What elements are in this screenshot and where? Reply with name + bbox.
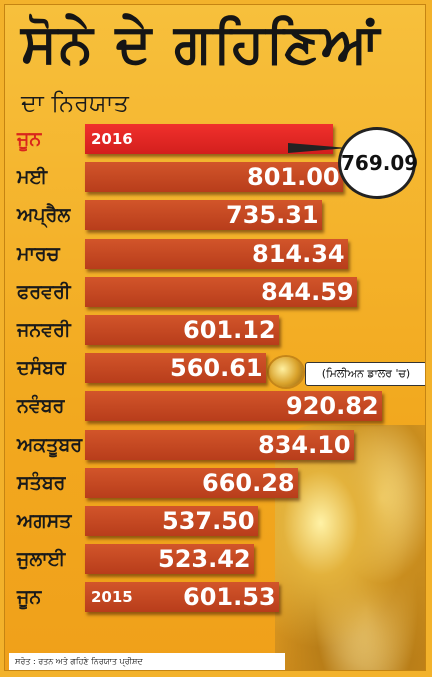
- bar-value-label: 834.10: [258, 431, 351, 459]
- category-label: ਫਰਵਰੀ: [17, 281, 71, 303]
- category-label: ਸਤੰਬਰ: [17, 472, 66, 494]
- bar: [85, 430, 354, 460]
- bar-value-label: 601.53: [183, 583, 276, 611]
- bar-value-label: 844.59: [261, 278, 354, 306]
- bar-value-label: 560.61: [170, 354, 263, 382]
- unit-note: (ਮਿਲੀਅਨ ਡਾਲਰ 'ਚ): [305, 362, 425, 386]
- callout-pointer: [288, 143, 348, 153]
- category-label: ਮਈ: [17, 166, 48, 188]
- bar-value-label: 735.31: [226, 201, 319, 229]
- category-label: ਦਸੰਬਰ: [17, 357, 66, 379]
- category-label: ਜੂਨ: [17, 128, 42, 150]
- category-label: ਜੁਲਾਈ: [17, 548, 66, 570]
- bar: [85, 506, 258, 536]
- chart-title: ਸੋਨੇ ਦੇ ਗਹਿਣਿਆਂ: [21, 12, 382, 75]
- bar: [85, 315, 279, 345]
- gold-jewellery-photo: [275, 425, 425, 670]
- category-label: ਜਨਵਰੀ: [17, 319, 71, 341]
- bar-value-label: 523.42: [158, 545, 251, 573]
- category-label: ਜੂਨ: [17, 586, 42, 608]
- bar: [85, 582, 279, 612]
- bar: [85, 277, 357, 307]
- callout-value: 769.09: [338, 127, 418, 199]
- bar-value-label: 814.34: [252, 240, 345, 268]
- bar-value-label: 537.50: [162, 507, 255, 535]
- bar-value-label: 601.12: [183, 316, 276, 344]
- source-note: ਸਰੋਤ : ਰਤਨ ਅਤੇ ਗਹਿਣੇ ਨਿਰਯਾਤ ਪ੍ਰੀਸ਼ਦ: [9, 653, 285, 670]
- ring-icon: [269, 357, 303, 387]
- bar-value-label: 920.82: [286, 392, 379, 420]
- chart-subtitle: ਦਾ ਨਿਰਯਾਤ: [21, 89, 129, 117]
- bar: [85, 353, 266, 383]
- bar: [85, 239, 348, 269]
- bar: [85, 162, 343, 192]
- bar: [85, 468, 298, 498]
- bar-value-label: 801.00: [247, 163, 340, 191]
- bar: [85, 391, 382, 421]
- year-tag: 2016: [91, 130, 133, 148]
- year-tag: 2015: [91, 588, 133, 606]
- category-label: ਅਕਤੂਬਰ: [17, 434, 83, 456]
- category-label: ਮਾਰਚ: [17, 243, 60, 265]
- bar-value-label: 660.28: [202, 469, 295, 497]
- category-label: ਨਵੰਬਰ: [17, 395, 65, 417]
- bar: [85, 544, 254, 574]
- category-label: ਅਪ੍ਰੈਲ: [17, 204, 71, 226]
- category-label: ਅਗਸਤ: [17, 510, 72, 532]
- chart-frame: ਸੋਨੇ ਦੇ ਗਹਿਣਿਆਂ ਦਾ ਨਿਰਯਾਤ (ਮਿਲੀਅਨ ਡਾਲਰ '…: [4, 4, 426, 671]
- bar: [85, 200, 322, 230]
